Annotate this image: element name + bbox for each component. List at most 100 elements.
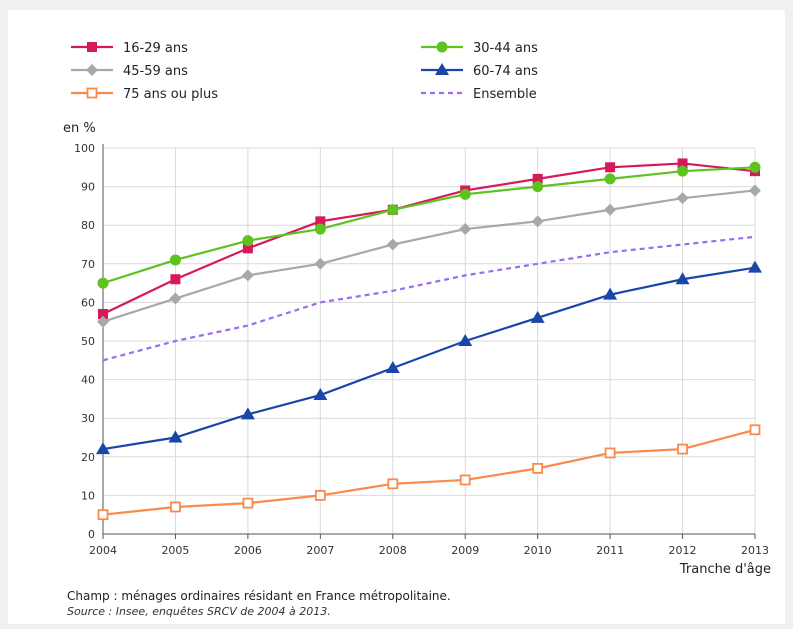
y-tick-label: 10: [81, 489, 95, 502]
legend-label: 30-44 ans: [473, 41, 538, 56]
data-point-marker: [604, 447, 616, 459]
data-point-marker: [604, 203, 617, 216]
series-line: [102, 189, 756, 323]
data-point-marker: [314, 489, 326, 501]
data-point-marker: [242, 235, 254, 247]
legend-label: 45-59 ans: [123, 64, 188, 79]
legend-marker: [87, 42, 97, 52]
scope-note: Champ : ménages ordinaires résidant en F…: [67, 589, 451, 603]
data-point-marker: [532, 462, 544, 474]
y-tick-label: 40: [81, 374, 95, 387]
series-line: [102, 166, 756, 285]
data-point-marker: [676, 192, 689, 205]
data-point-marker: [749, 161, 761, 173]
data-point-marker: [675, 272, 690, 285]
data-point-marker: [532, 173, 543, 184]
data-point-marker: [242, 243, 253, 254]
data-point-marker: [168, 430, 183, 443]
x-tick-label: 2012: [669, 544, 697, 557]
data-point-marker: [387, 478, 399, 490]
data-point-marker: [387, 204, 399, 216]
x-tick-label: 2011: [596, 544, 624, 557]
data-point-marker: [97, 277, 109, 289]
data-point-marker: [240, 407, 255, 420]
data-point-marker: [170, 501, 181, 513]
legend-marker: [436, 41, 448, 53]
x-tick-label: 2008: [379, 544, 407, 557]
data-point-marker: [677, 443, 688, 455]
series-line: [102, 266, 756, 451]
data-point-marker: [98, 308, 108, 319]
series-75-ans-ou-plus: [97, 424, 761, 521]
x-tick-label: 2010: [524, 544, 552, 557]
legend-marker: [86, 87, 98, 99]
x-tick-label: 2007: [306, 544, 334, 557]
legend-label: 60-74 ans: [473, 64, 538, 79]
chart-card: 0 10 20 30 40 50 60 70 80 90 100 2004 2005 2006 2007 20…: [8, 10, 785, 624]
x-tick-label: 2004: [89, 544, 117, 557]
y-axis-label: en %: [63, 121, 96, 136]
y-tick-label: 70: [81, 258, 95, 271]
legend-item: 75 ans ou plus: [71, 87, 218, 102]
y-tick-label: 20: [81, 451, 95, 464]
legend-item: Ensemble: [421, 87, 537, 102]
line-chart: 0 10 20 30 40 50 60 70 80 90 100 2004 2005 2006 2007 20…: [63, 41, 771, 577]
legend-label: 75 ans ou plus: [123, 87, 218, 102]
axes: 0 10 20 30 40 50 60 70 80 90 100 2004 2005 2006 2007 20…: [74, 142, 769, 557]
y-tick-label: 30: [81, 412, 95, 425]
legend-item: 60-74 ans: [421, 63, 538, 79]
data-point-marker: [603, 287, 618, 300]
data-point-marker: [313, 388, 328, 401]
x-axis-label: Tranche d'âge: [679, 562, 771, 577]
grid: [103, 147, 756, 534]
data-point-marker: [677, 158, 688, 169]
data-point-marker: [97, 509, 109, 521]
data-point-marker: [169, 292, 182, 305]
series-45-59-ans: [97, 184, 761, 328]
data-point-marker: [241, 269, 254, 282]
legend-item: 30-44 ans: [421, 41, 538, 56]
data-point-marker: [314, 257, 327, 270]
data-point-marker: [242, 497, 254, 509]
legend-item: 16-29 ans: [71, 41, 188, 56]
series-60-74-ans: [96, 260, 762, 455]
data-point-marker: [749, 184, 761, 197]
legend-marker: [86, 64, 98, 76]
data-point-marker: [677, 165, 689, 177]
data-point-marker: [748, 260, 762, 273]
y-tick-label: 80: [81, 219, 95, 232]
y-tick-label: 100: [74, 142, 95, 155]
y-tick-label: 0: [88, 528, 95, 541]
x-tick-label: 2006: [234, 544, 262, 557]
data-point-marker: [605, 162, 616, 173]
data-point-marker: [97, 315, 109, 328]
data-point-marker: [459, 188, 471, 200]
data-point-marker: [96, 442, 110, 455]
legend: 16-29 ans 30-44 ans 45-59 ans 60-74 ans 75 a…: [71, 41, 538, 102]
data-point-marker: [386, 238, 399, 251]
y-tick-label: 60: [81, 296, 95, 309]
legend-marker: [435, 63, 449, 75]
series-30-44-ans: [97, 161, 761, 289]
data-point-marker: [314, 223, 326, 235]
series-ensemble: [102, 235, 756, 362]
data-point-marker: [532, 181, 544, 193]
legend-item: 45-59 ans: [71, 64, 188, 79]
data-point-marker: [169, 254, 181, 266]
series-line: [102, 428, 756, 516]
legend-label: 16-29 ans: [123, 41, 188, 56]
legend-label: Ensemble: [473, 87, 537, 102]
data-point-marker: [170, 274, 181, 285]
series-lines: [96, 158, 762, 521]
data-point-marker: [531, 215, 544, 228]
y-tick-label: 50: [81, 335, 95, 348]
series-line: [102, 162, 756, 315]
source-note: Source : Insee, enquêtes SRCV de 2004 à …: [67, 605, 331, 618]
data-point-marker: [385, 361, 400, 374]
y-tick-label: 90: [81, 181, 95, 194]
data-point-marker: [459, 223, 472, 236]
data-point-marker: [459, 474, 471, 486]
series-16-29-ans: [98, 158, 760, 319]
series-line: [102, 235, 756, 362]
data-point-marker: [315, 216, 326, 227]
